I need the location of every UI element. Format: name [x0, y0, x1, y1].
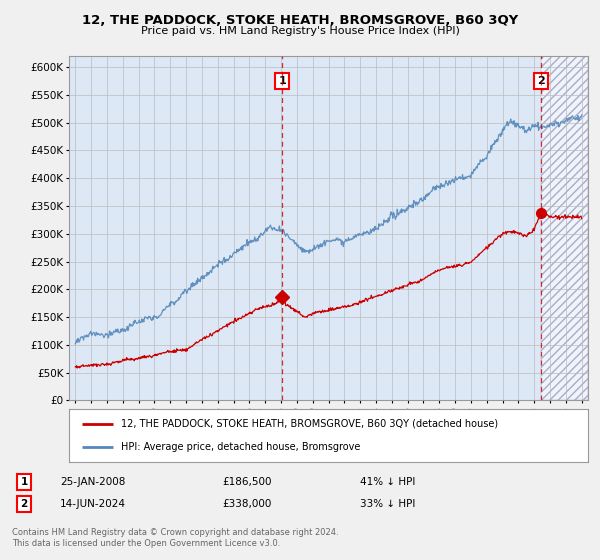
Bar	[541, 56, 588, 400]
Bar	[541, 56, 588, 400]
Text: Price paid vs. HM Land Registry's House Price Index (HPI): Price paid vs. HM Land Registry's House …	[140, 26, 460, 36]
Text: 12, THE PADDOCK, STOKE HEATH, BROMSGROVE, B60 3QY: 12, THE PADDOCK, STOKE HEATH, BROMSGROVE…	[82, 14, 518, 27]
Text: £186,500: £186,500	[222, 477, 271, 487]
Text: 2: 2	[538, 76, 545, 86]
Text: HPI: Average price, detached house, Bromsgrove: HPI: Average price, detached house, Brom…	[121, 442, 360, 452]
Text: 1: 1	[20, 477, 28, 487]
Text: 14-JUN-2024: 14-JUN-2024	[60, 499, 126, 509]
Text: Contains HM Land Registry data © Crown copyright and database right 2024.
This d: Contains HM Land Registry data © Crown c…	[12, 528, 338, 548]
Text: 41% ↓ HPI: 41% ↓ HPI	[360, 477, 415, 487]
Text: 12, THE PADDOCK, STOKE HEATH, BROMSGROVE, B60 3QY (detached house): 12, THE PADDOCK, STOKE HEATH, BROMSGROVE…	[121, 419, 498, 429]
Bar	[541, 56, 588, 400]
Text: 1: 1	[278, 76, 286, 86]
Text: 33% ↓ HPI: 33% ↓ HPI	[360, 499, 415, 509]
Text: 25-JAN-2008: 25-JAN-2008	[60, 477, 125, 487]
Text: 2: 2	[20, 499, 28, 509]
Text: £338,000: £338,000	[222, 499, 271, 509]
